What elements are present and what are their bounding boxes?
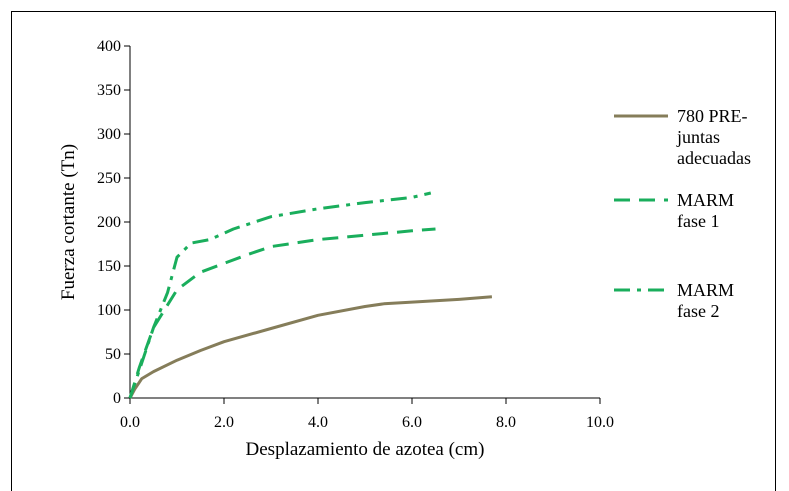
y-tick-label: 400 bbox=[97, 38, 121, 55]
series-line-1 bbox=[128, 295, 493, 399]
y-tick-label: 350 bbox=[97, 82, 121, 99]
x-tick-label: 6.0 bbox=[402, 414, 422, 431]
y-tick-label: 300 bbox=[97, 126, 121, 143]
y-tick-label: 100 bbox=[97, 302, 121, 319]
line-chart: 0 50 100 150 200 250 300 350 400 0.0 2.0 4.0 6.0 8.0 1… bbox=[58, 38, 751, 460]
series-layer bbox=[128, 191, 493, 399]
y-tick-label: 150 bbox=[97, 258, 121, 275]
y-tick-label: 0 bbox=[113, 390, 121, 407]
x-tick-label: 4.0 bbox=[308, 414, 328, 431]
legend-label: 780 PRE- bbox=[677, 106, 748, 126]
legend-label: fase 2 bbox=[677, 301, 719, 321]
series-line-3 bbox=[128, 191, 432, 399]
x-axis-title: Desplazamiento de azotea (cm) bbox=[246, 439, 485, 460]
chart-frame bbox=[11, 11, 776, 491]
legend-label: MARM bbox=[677, 280, 734, 300]
plot-area: 0 50 100 150 200 250 300 350 400 0.0 2.0 4.0 6.0 8.0 1… bbox=[97, 38, 614, 431]
x-tick-label: 8.0 bbox=[496, 414, 516, 431]
x-tick-label: 0.0 bbox=[120, 414, 140, 431]
legend-label: MARM bbox=[677, 190, 734, 210]
y-tick-label: 250 bbox=[97, 170, 121, 187]
y-axis-title: Fuerza cortante (Tn) bbox=[58, 144, 79, 300]
y-tick-label: 50 bbox=[105, 346, 121, 363]
legend-label: adecuadas bbox=[677, 148, 751, 168]
legend-label: juntas bbox=[676, 127, 720, 147]
x-tick-label: 2.0 bbox=[214, 414, 234, 431]
y-tick-label: 200 bbox=[97, 214, 121, 231]
x-tick-label: 10.0 bbox=[586, 414, 614, 431]
series-line-2 bbox=[128, 227, 436, 399]
legend-label: fase 1 bbox=[677, 211, 719, 231]
